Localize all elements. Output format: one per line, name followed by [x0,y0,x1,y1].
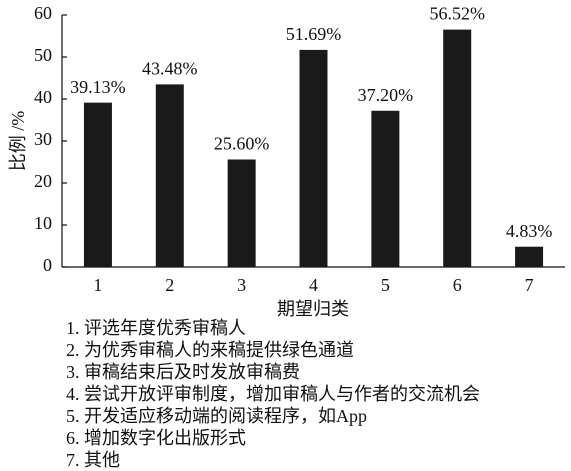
note: 7. 其他 [66,450,120,470]
value-label: 25.60% [214,134,270,154]
y-tick-label: 40 [34,87,52,107]
bar [155,84,184,267]
note: 5. 开发适应移动端的阅读程序，如App [66,406,367,426]
note: 2. 为优秀审稿人的来稿提供绿色通道 [66,340,354,360]
y-tick-label: 60 [34,3,52,23]
y-axis-label: 比例 /% [8,111,28,172]
x-axis-label: 期望归类 [277,299,349,319]
value-label: 37.20% [358,85,414,105]
y-tick-label: 50 [34,45,52,65]
bar [443,29,472,268]
note: 6. 增加数字化出版形式 [66,428,246,448]
x-tick-label: 5 [381,275,390,295]
y-tick-label: 30 [34,129,52,149]
bar [299,49,328,267]
bar [515,246,544,267]
value-label: 56.52% [429,4,485,24]
x-tick-label: 1 [93,275,102,295]
y-tick-label: 20 [34,171,52,191]
bar [227,159,256,267]
value-label: 39.13% [70,77,126,97]
note: 1. 评选年度优秀审稿人 [66,318,246,338]
value-label: 43.48% [142,59,198,79]
note: 3. 审稿结束后及时发放审稿费 [66,362,300,382]
x-tick-label: 7 [525,275,534,295]
y-tick-label: 10 [34,213,52,233]
x-tick-label: 2 [165,275,174,295]
x-tick-label: 4 [309,275,318,295]
bar [371,110,400,267]
y-tick-label: 0 [43,255,52,275]
value-label: 4.83% [506,221,553,241]
x-tick-label: 6 [453,275,462,295]
bar [83,102,112,268]
x-tick-label: 3 [237,275,246,295]
note: 4. 尝试开放评审制度，增加审稿人与作者的交流机会 [66,384,480,404]
value-label: 51.69% [286,24,342,44]
